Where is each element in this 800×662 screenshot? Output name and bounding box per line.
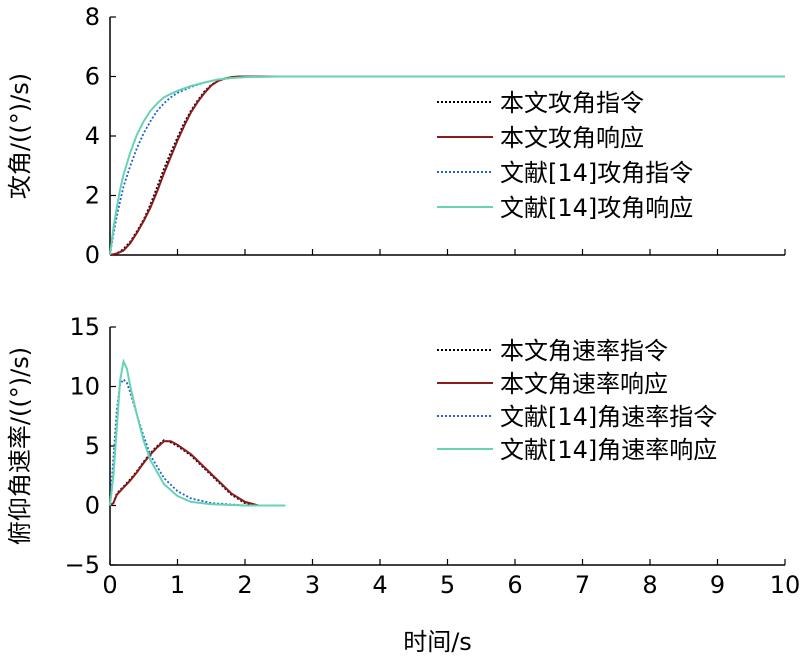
series-line-3 (109, 378, 279, 507)
x-tick-label: 8 (642, 571, 657, 599)
x-tick-label: 10 (770, 571, 800, 599)
y-tick-label: 0 (85, 241, 100, 269)
x-tick-label: 7 (575, 571, 590, 599)
series-line-2 (109, 75, 347, 256)
y-tick-label: 8 (85, 3, 100, 31)
x-tick-label: 0 (102, 571, 117, 599)
y-tick-label: 2 (85, 182, 100, 210)
series-line-2 (109, 440, 279, 507)
series-line-4 (109, 358, 286, 507)
legend-label: 本文角速率指令 (500, 337, 668, 365)
x-tick-label: 4 (372, 571, 387, 599)
y-tick-label: 5 (85, 432, 100, 460)
y-tick-label: 6 (85, 63, 100, 91)
legend-label: 本文攻角指令 (500, 89, 644, 117)
legend-label: 文献[14]角速率指令 (500, 403, 717, 431)
legend-label: 文献[14]攻角响应 (500, 194, 693, 222)
legend-label: 文献[14]攻角指令 (500, 159, 693, 187)
y-tick-label: 10 (69, 373, 100, 401)
series-line-1 (109, 75, 347, 256)
series-line-4 (109, 75, 785, 256)
y-tick-label: −5 (65, 551, 100, 579)
y-tick-label: 0 (85, 492, 100, 520)
x-axis-label: 时间/s (403, 628, 472, 656)
x-tick-label: 5 (440, 571, 455, 599)
legend-label: 本文攻角响应 (500, 124, 644, 152)
x-tick-label: 6 (507, 571, 522, 599)
y-tick-label: 15 (69, 313, 100, 341)
x-tick-label: 1 (170, 571, 185, 599)
legend-label: 文献[14]角速率响应 (500, 436, 717, 464)
x-tick-label: 9 (710, 571, 725, 599)
x-tick-label: 3 (305, 571, 320, 599)
y-tick-label: 4 (85, 122, 100, 150)
y-axis-label: 俯仰角速率/((°)/s) (6, 347, 34, 545)
legend-label: 本文角速率响应 (500, 370, 668, 398)
x-tick-label: 2 (237, 571, 252, 599)
y-axis-label: 攻角/((°)/s) (6, 73, 34, 199)
